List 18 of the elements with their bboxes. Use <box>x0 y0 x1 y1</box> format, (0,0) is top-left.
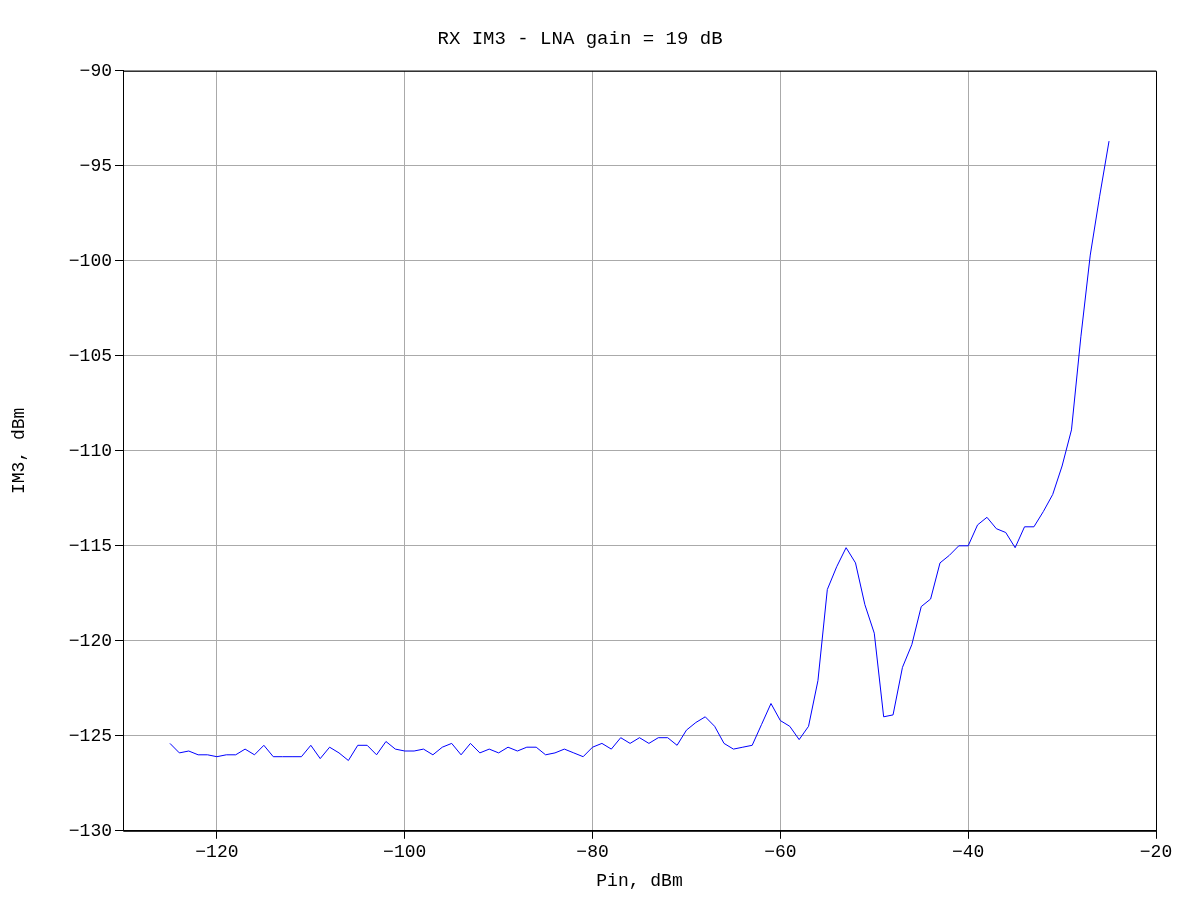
y-tick-label: −120 <box>68 630 112 651</box>
y-tick-label: −105 <box>68 345 112 366</box>
x-tick-label: −40 <box>951 842 985 863</box>
y-tick-label: −115 <box>68 535 112 556</box>
chart-title: RX IM3 - LNA gain = 19 dB <box>437 28 723 51</box>
y-axis-title: IM3, dBm <box>8 407 29 495</box>
y-tick-label: −125 <box>68 725 112 746</box>
x-tick-label: −100 <box>383 842 427 863</box>
x-tick-label: −80 <box>576 842 609 863</box>
x-axis-title: Pin, dBm <box>596 870 683 891</box>
y-tick-label: −110 <box>68 440 112 461</box>
x-tick-label: −120 <box>195 842 239 863</box>
x-tick-label: −60 <box>764 842 797 863</box>
y-tick-label: −130 <box>68 820 112 841</box>
y-tick-label: −100 <box>68 250 112 271</box>
y-tick-label: −95 <box>79 155 112 176</box>
y-tick-label: −90 <box>79 60 112 81</box>
x-tick-label: −20 <box>1139 842 1173 863</box>
